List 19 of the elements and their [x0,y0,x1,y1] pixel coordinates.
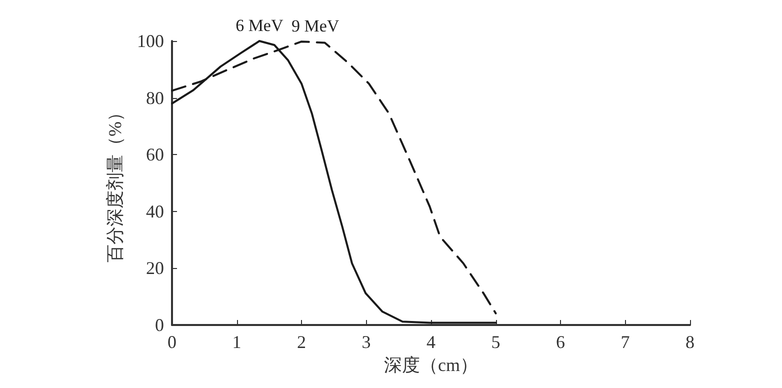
y-tick-label: 20 [146,258,164,278]
x-tick-label: 8 [686,332,694,352]
x-tick-label: 2 [297,332,306,352]
y-axis-title: 百分深度剂量（%） [105,104,125,262]
x-tick-label: 1 [232,332,242,352]
x-axis-title: 深度（cm） [384,354,478,375]
x-tick-label: 4 [426,332,436,352]
x-tick-label: 7 [620,332,630,352]
y-tick-label: 80 [146,88,164,108]
y-tick-label: 60 [146,144,164,165]
y-tick-label: 100 [137,31,164,51]
x-tick-label: 6 [556,332,565,352]
series-label: 6 MeV [236,16,284,35]
y-tick-label: 40 [146,201,164,222]
x-tick-label: 0 [168,332,176,352]
x-tick-label: 5 [491,332,500,352]
x-tick-label: 3 [362,332,371,352]
y-tick-label: 0 [155,315,164,335]
series-label: 9 MeV [292,16,340,36]
